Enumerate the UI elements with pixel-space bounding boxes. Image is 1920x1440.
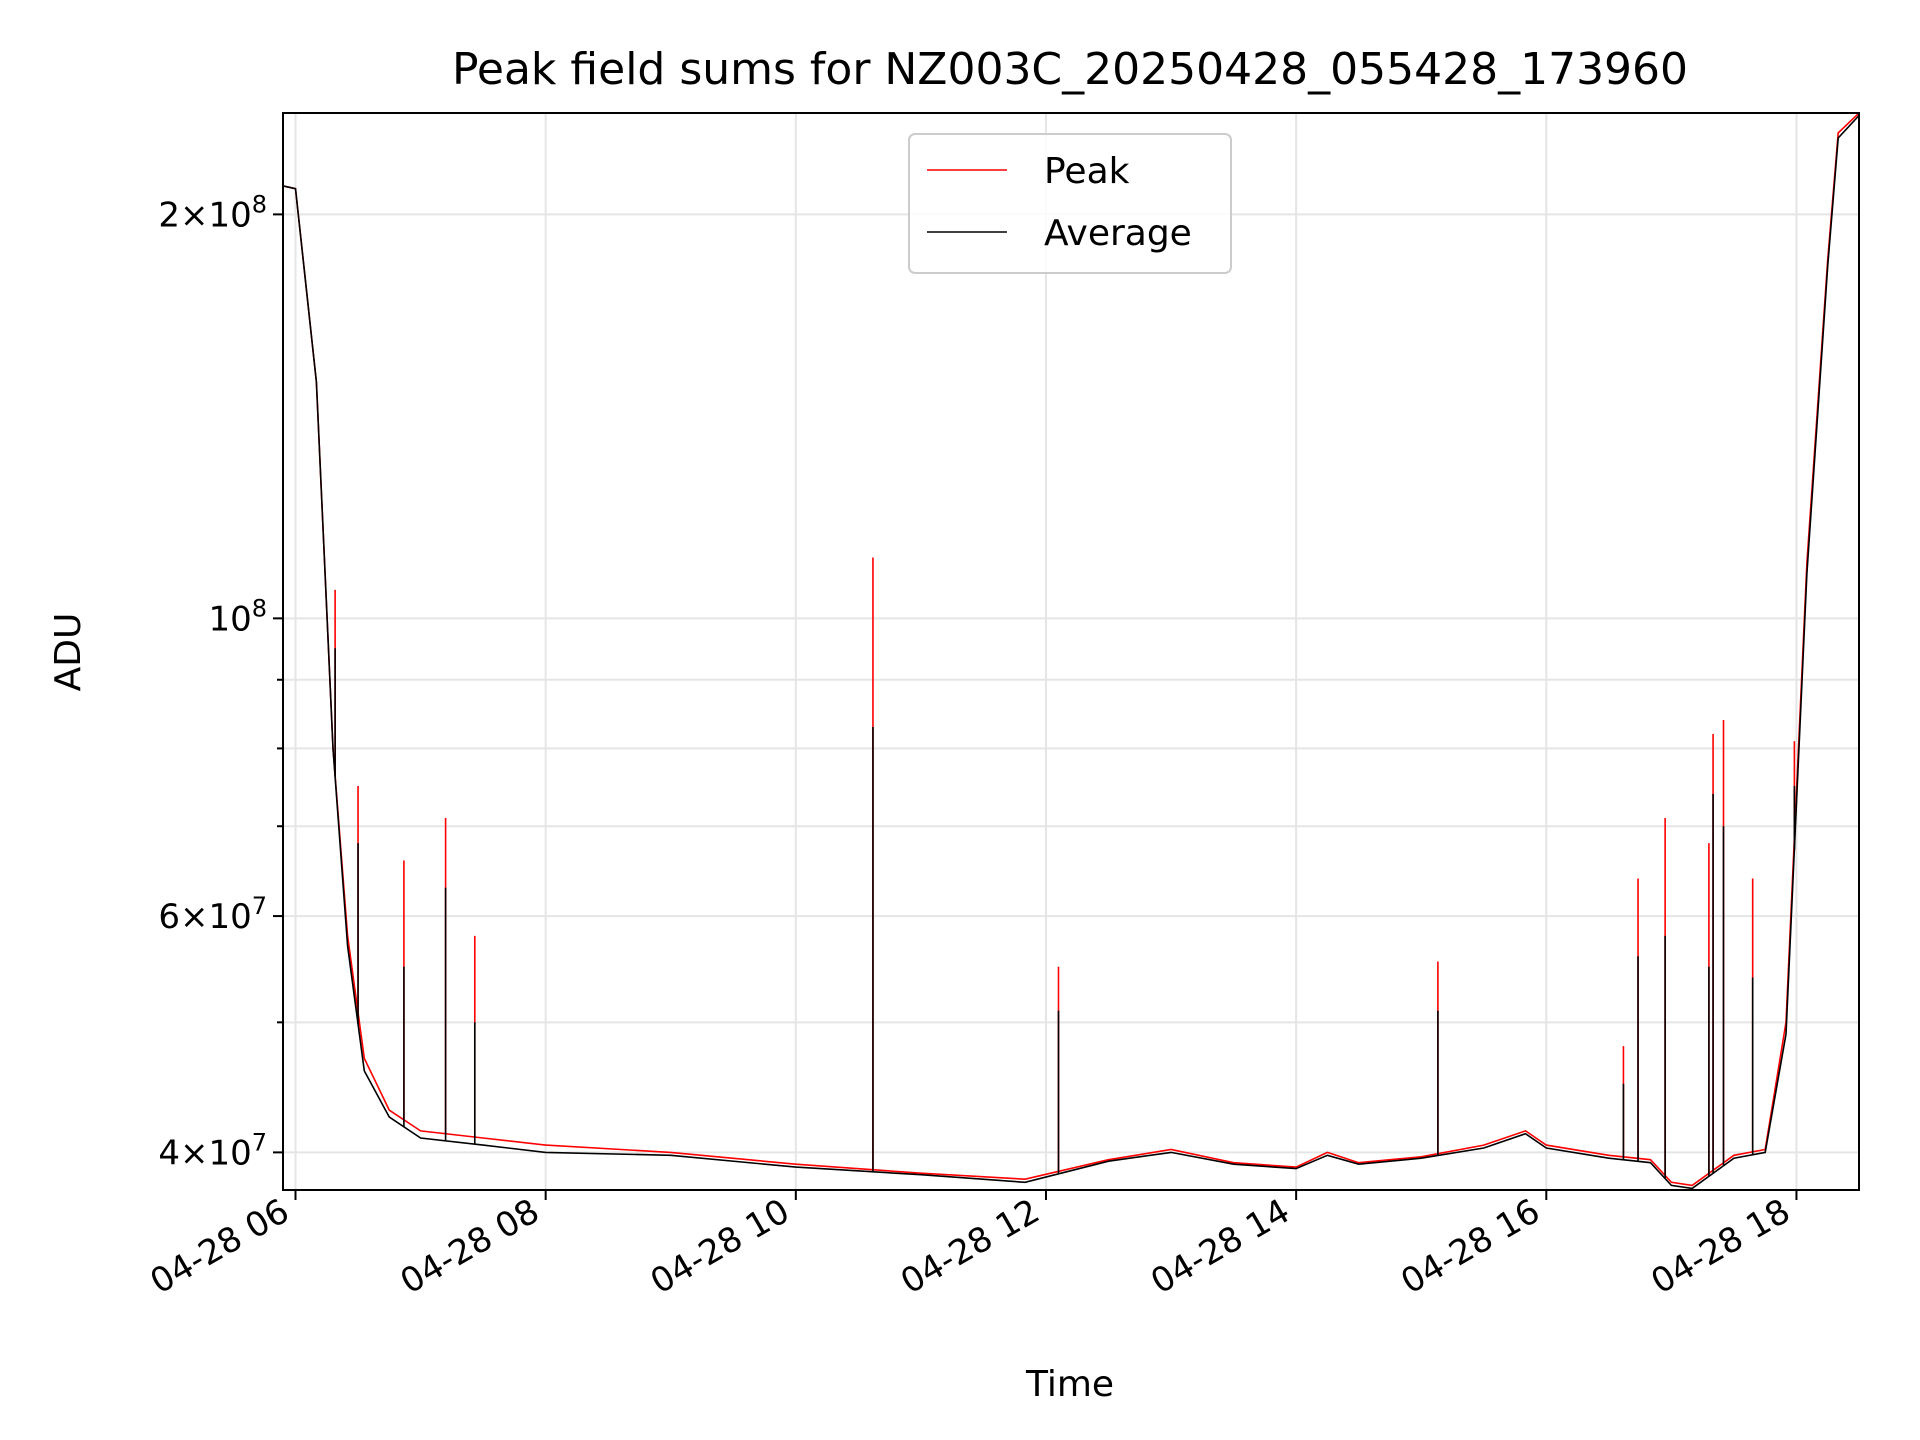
y-tick-exponent: 7 [252, 892, 267, 920]
y-tick-mantissa: 6 [158, 897, 180, 937]
y-tick-exponent: 8 [252, 594, 267, 622]
y-tick-mantissa: 4 [158, 1133, 180, 1173]
plot-area [283, 113, 1859, 1190]
y-axis-label: ADU [48, 613, 89, 692]
series-line-peak [283, 113, 1859, 1187]
y-axis: 4×107 6×107 108 2×108 [158, 190, 283, 1173]
y-tick-exponent: 7 [252, 1128, 267, 1156]
x-axis-label: Time [1025, 1364, 1114, 1405]
y-tick-mantissa: 2 [158, 195, 180, 235]
legend-box [908, 133, 1232, 274]
y-tick-label: 2×108 [158, 190, 267, 235]
y-tick-label: 4×107 [158, 1128, 267, 1173]
legend: Peak Average [908, 133, 1232, 274]
y-tick-label: 6×107 [158, 892, 267, 937]
axes-frame [282, 112, 1860, 1191]
series-average [283, 114, 1859, 1190]
y-tick-label: 108 [208, 594, 267, 639]
chart-title: Peak field sums for NZ003C_20250428_0554… [452, 44, 1688, 95]
series-line-average [283, 114, 1859, 1190]
legend-peak-label: Peak [1044, 151, 1130, 192]
legend-average-label: Average [1044, 213, 1192, 254]
y-tick-exponent: 8 [252, 190, 267, 218]
